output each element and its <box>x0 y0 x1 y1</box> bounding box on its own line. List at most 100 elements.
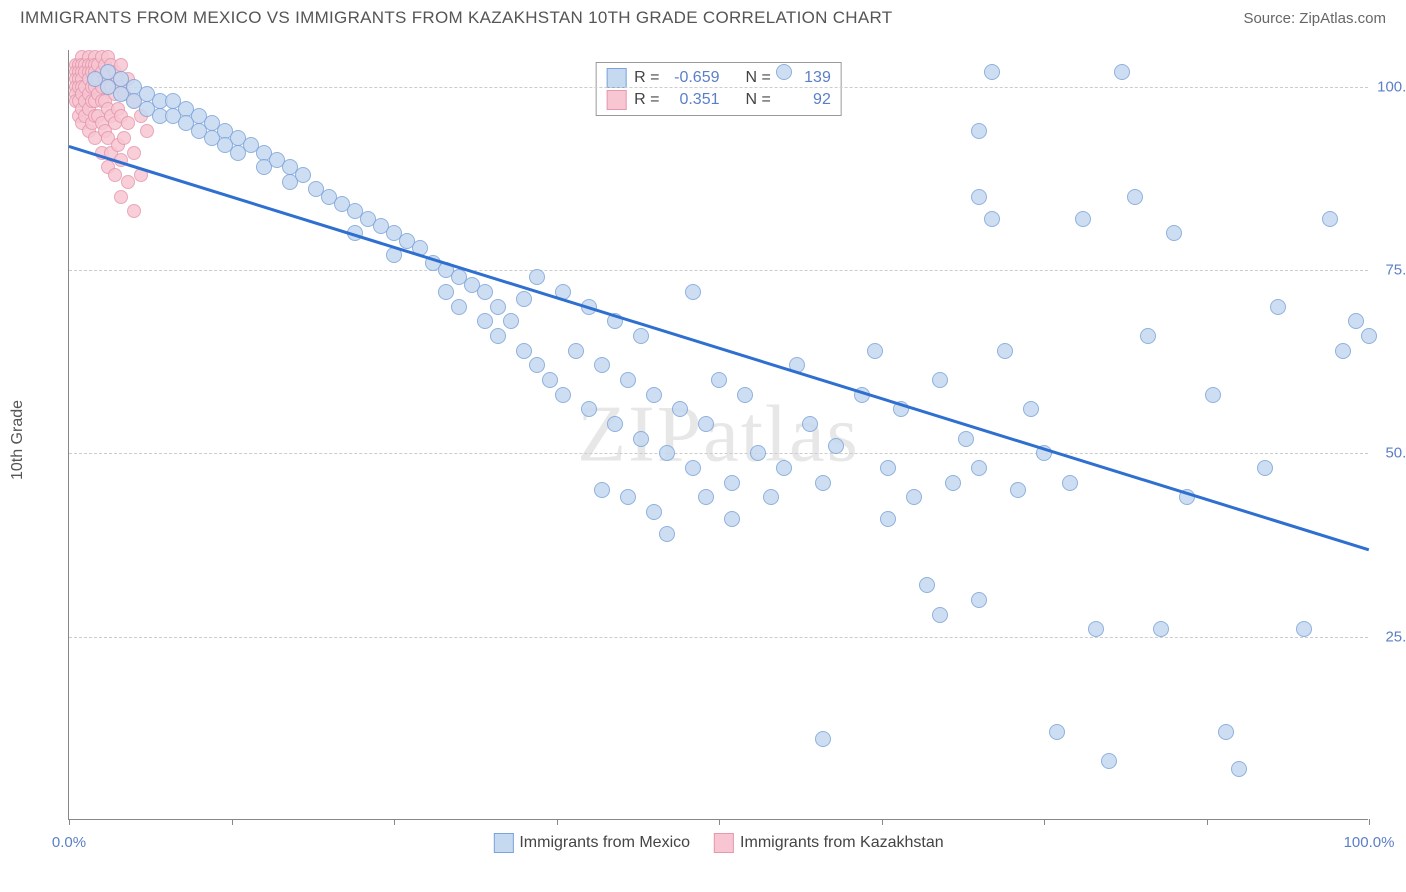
scatter-point <box>1270 299 1286 315</box>
scatter-point <box>815 475 831 491</box>
n-label: N = <box>746 69 771 87</box>
scatter-point <box>685 460 701 476</box>
legend-label-kazakhstan: Immigrants from Kazakhstan <box>740 834 944 852</box>
r-value-mexico: -0.659 <box>668 69 720 87</box>
scatter-point <box>529 269 545 285</box>
scatter-point <box>529 357 545 373</box>
scatter-point <box>724 511 740 527</box>
n-value-kazakhstan: 92 <box>779 91 831 109</box>
scatter-point <box>490 299 506 315</box>
chart-container: 10th Grade ZIPatlas R = -0.659 N = 139 R… <box>48 40 1388 840</box>
scatter-point <box>698 489 714 505</box>
plot-area: ZIPatlas R = -0.659 N = 139 R = 0.351 N … <box>68 50 1368 820</box>
scatter-point <box>568 343 584 359</box>
scatter-point <box>477 284 493 300</box>
scatter-point <box>127 146 141 160</box>
legend-item-kazakhstan: Immigrants from Kazakhstan <box>714 833 944 853</box>
scatter-point <box>1335 343 1351 359</box>
scatter-point <box>594 357 610 373</box>
scatter-point <box>932 607 948 623</box>
scatter-point <box>971 123 987 139</box>
r-label: R = <box>634 91 659 109</box>
scatter-point <box>971 189 987 205</box>
gridline <box>69 637 1368 638</box>
source-label: Source: ZipAtlas.com <box>1243 10 1386 27</box>
scatter-point <box>698 416 714 432</box>
legend-swatch-mexico <box>606 68 626 88</box>
legend-stats: R = -0.659 N = 139 R = 0.351 N = 92 <box>595 62 842 116</box>
scatter-point <box>1010 482 1026 498</box>
y-axis-label: 10th Grade <box>9 400 27 480</box>
scatter-point <box>438 284 454 300</box>
scatter-point <box>1088 621 1104 637</box>
scatter-point <box>1101 753 1117 769</box>
scatter-point <box>121 175 135 189</box>
scatter-point <box>659 445 675 461</box>
x-tick <box>1207 819 1208 825</box>
y-tick-label: 75.0% <box>1385 262 1406 279</box>
scatter-point <box>932 372 948 388</box>
x-tick <box>1369 819 1370 825</box>
scatter-point <box>763 489 779 505</box>
scatter-point <box>516 291 532 307</box>
legend-label-mexico: Immigrants from Mexico <box>519 834 690 852</box>
scatter-point <box>1257 460 1273 476</box>
scatter-point <box>919 577 935 593</box>
scatter-point <box>620 489 636 505</box>
scatter-point <box>646 504 662 520</box>
watermark: ZIPatlas <box>577 389 860 480</box>
scatter-point <box>490 328 506 344</box>
x-tick <box>882 819 883 825</box>
scatter-point <box>1231 761 1247 777</box>
scatter-point <box>114 58 128 72</box>
scatter-point <box>815 731 831 747</box>
scatter-point <box>117 131 131 145</box>
scatter-point <box>1023 401 1039 417</box>
scatter-point <box>867 343 883 359</box>
scatter-point <box>127 204 141 218</box>
scatter-point <box>646 387 662 403</box>
scatter-point <box>607 416 623 432</box>
scatter-point <box>945 475 961 491</box>
gridline <box>69 453 1368 454</box>
scatter-point <box>880 511 896 527</box>
scatter-point <box>1153 621 1169 637</box>
legend-swatch-kazakhstan <box>606 90 626 110</box>
scatter-point <box>828 438 844 454</box>
scatter-point <box>880 460 896 476</box>
x-tick-label: 100.0% <box>1344 834 1395 851</box>
scatter-point <box>958 431 974 447</box>
y-tick-label: 25.0% <box>1385 628 1406 645</box>
x-tick <box>232 819 233 825</box>
legend-swatch-kazakhstan <box>714 833 734 853</box>
scatter-point <box>724 475 740 491</box>
scatter-point <box>1205 387 1221 403</box>
scatter-point <box>971 592 987 608</box>
scatter-point <box>776 64 792 80</box>
legend-bottom: Immigrants from Mexico Immigrants from K… <box>493 833 943 853</box>
scatter-point <box>1140 328 1156 344</box>
y-tick-label: 100.0% <box>1377 78 1406 95</box>
scatter-point <box>477 313 493 329</box>
x-tick <box>69 819 70 825</box>
scatter-point <box>114 190 128 204</box>
legend-swatch-mexico <box>493 833 513 853</box>
x-tick-label: 0.0% <box>52 834 86 851</box>
scatter-point <box>672 401 688 417</box>
scatter-point <box>997 343 1013 359</box>
x-tick <box>719 819 720 825</box>
header: IMMIGRANTS FROM MEXICO VS IMMIGRANTS FRO… <box>0 0 1406 32</box>
scatter-point <box>685 284 701 300</box>
scatter-point <box>620 372 636 388</box>
r-label: R = <box>634 69 659 87</box>
gridline <box>69 270 1368 271</box>
scatter-point <box>542 372 558 388</box>
scatter-point <box>451 299 467 315</box>
scatter-point <box>594 482 610 498</box>
scatter-point <box>1062 475 1078 491</box>
scatter-point <box>1114 64 1130 80</box>
scatter-point <box>140 124 154 138</box>
scatter-point <box>776 460 792 476</box>
scatter-point <box>1218 724 1234 740</box>
scatter-point <box>555 387 571 403</box>
